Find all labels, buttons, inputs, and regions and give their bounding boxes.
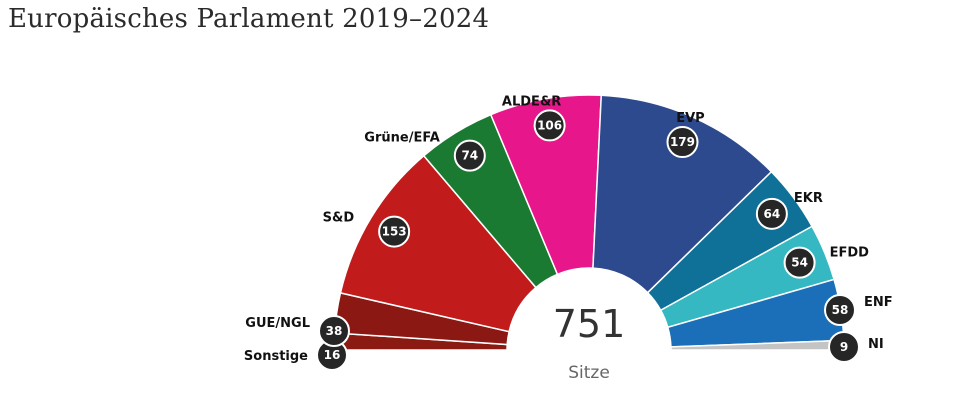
seat-count: 58 [832,303,849,317]
badge-circle [666,126,699,159]
badge-circle [755,197,788,230]
seat-count: 9 [840,340,848,354]
seat-count: 38 [326,324,343,338]
badge-alde-r: 106 [533,109,566,142]
seat-count: 106 [537,118,562,132]
seat-count: 16 [324,348,341,362]
badge-enf: 58 [824,294,856,326]
badge-circle [824,294,856,326]
badge-ni: 9 [828,331,860,363]
seat-count: 74 [461,149,478,163]
label-gue-ngl: GUE/NGL [245,316,310,331]
seat-count: 179 [670,135,695,149]
label-enf: ENF [864,295,893,310]
label-efdd: EFDD [830,246,870,261]
badge-circle [378,215,411,248]
badge-efdd: 54 [783,246,816,279]
seat-badges: 16 38 153 74 106 179 64 54 58 9 [316,109,860,371]
badge-s-d: 153 [378,215,411,248]
badge-sonstige: 16 [316,339,348,371]
label-ni: NI [868,337,884,352]
badge-grüne-efa: 74 [453,139,486,172]
segment-s-d [339,154,537,333]
badge-circle [318,315,350,347]
label-alde-r: ALDE&R [502,94,561,109]
seat-count: 64 [764,207,781,221]
badge-circle [828,331,860,363]
total-seats-label: Sitze [568,363,610,383]
seat-count: 54 [791,256,808,270]
label-grüne-efa: Grüne/EFA [364,131,440,146]
badge-circle [783,246,816,279]
badge-circle [533,109,566,142]
party-labels: Sonstige GUE/NGL S&D Grüne/EFA ALDE&R EVP EKR E… [244,94,893,364]
segment-evp [592,94,773,294]
label-s-d: S&D [323,211,355,226]
badge-circle [453,139,486,172]
page-title: Europäisches Parlament 2019–2024 [8,4,490,34]
label-sonstige: Sonstige [244,349,308,364]
seat-segments [333,94,845,351]
badge-ekr: 64 [755,197,788,230]
total-seats-value: 751 [553,302,626,346]
label-ekr: EKR [794,191,823,206]
seat-count: 153 [382,225,407,239]
label-evp: EVP [676,111,704,126]
badge-evp: 179 [666,126,699,159]
badge-gue-ngl: 38 [318,315,350,347]
